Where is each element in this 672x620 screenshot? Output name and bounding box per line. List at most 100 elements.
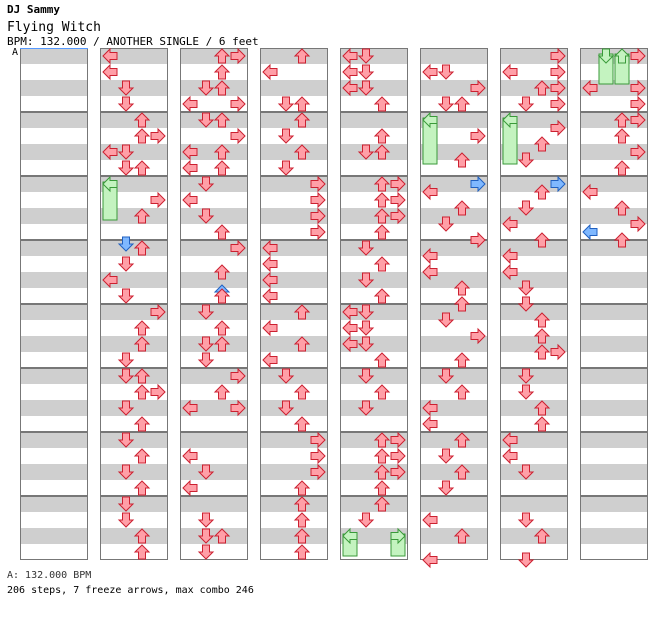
beat-stripe (180, 272, 248, 288)
right-arrow (630, 47, 646, 65)
freeze-left-arrow (422, 111, 438, 129)
up-arrow (293, 480, 311, 496)
left-arrow (102, 47, 118, 65)
beat-stripe (260, 80, 328, 96)
left-arrow (262, 319, 278, 337)
measure-box (180, 48, 248, 112)
up-arrow (293, 96, 311, 112)
freeze-left-arrow (502, 111, 518, 129)
right-arrow (550, 47, 566, 65)
down-arrow (117, 496, 135, 512)
beat-stripe (180, 464, 248, 480)
up-arrow (533, 328, 551, 344)
right-arrow (310, 447, 326, 465)
down-arrow (357, 368, 375, 384)
down-arrow (117, 400, 135, 416)
beat-stripe (260, 368, 328, 384)
measure-box (580, 496, 648, 560)
right-arrow (630, 111, 646, 129)
measure-box (340, 112, 408, 176)
right-arrow (550, 63, 566, 81)
down-arrow (197, 544, 215, 560)
up-arrow (213, 288, 231, 304)
up-arrow (533, 184, 551, 200)
measure-box (260, 112, 328, 176)
beat-stripe (260, 528, 328, 544)
right-arrow (550, 119, 566, 137)
measure-box (340, 240, 408, 304)
beat-stripe (580, 368, 648, 384)
right-arrow (390, 175, 406, 193)
left-arrow (502, 63, 518, 81)
beat-stripe (580, 272, 648, 288)
beat-stripe (20, 144, 88, 160)
beat-stripe (100, 432, 168, 448)
down-arrow (197, 80, 215, 96)
beat-stripe (580, 464, 648, 480)
up-arrow (213, 160, 231, 176)
shock-right-arrow (470, 175, 486, 193)
beat-stripe (260, 400, 328, 416)
measure-box (500, 432, 568, 496)
beat-stripe (100, 112, 168, 128)
measure-box (420, 496, 488, 560)
beat-stripe (20, 304, 88, 320)
freeze-right-arrow (390, 527, 406, 545)
beat-stripe (340, 144, 408, 160)
up-arrow (293, 416, 311, 432)
up-arrow (293, 144, 311, 160)
left-arrow (182, 399, 198, 417)
measure-box (180, 368, 248, 432)
up-arrow (213, 336, 231, 352)
down-arrow (117, 368, 135, 384)
down-arrow (517, 512, 535, 528)
down-arrow (197, 512, 215, 528)
beat-stripe (180, 336, 248, 352)
measure-box (20, 112, 88, 176)
down-arrow (437, 216, 455, 232)
artist-name: DJ Sammy (7, 3, 60, 16)
right-arrow (390, 447, 406, 465)
down-arrow (517, 200, 535, 216)
measure-box (100, 496, 168, 560)
chart-column (340, 48, 408, 560)
right-arrow (310, 207, 326, 225)
up-arrow (133, 112, 151, 128)
beat-stripe (100, 368, 168, 384)
beat-stripe (340, 496, 408, 512)
down-arrow (277, 160, 295, 176)
measure-box (580, 304, 648, 368)
beat-stripe (100, 400, 168, 416)
measure-box (420, 240, 488, 304)
measure-box (20, 496, 88, 560)
beat-stripe (180, 432, 248, 448)
shock-left-arrow (582, 223, 598, 241)
down-arrow (197, 352, 215, 368)
left-arrow (102, 63, 118, 81)
measure-box (580, 48, 648, 112)
shock-down-arrow (117, 236, 135, 252)
beat-stripe (100, 496, 168, 512)
beat-stripe (500, 400, 568, 416)
left-arrow (102, 271, 118, 289)
measure-box (20, 240, 88, 304)
down-arrow (437, 368, 455, 384)
measure-box (340, 48, 408, 112)
beat-stripe (20, 48, 88, 64)
right-arrow (630, 143, 646, 161)
down-arrow (117, 352, 135, 368)
up-arrow (213, 144, 231, 160)
left-arrow (422, 551, 438, 569)
up-arrow (213, 224, 231, 240)
down-arrow (117, 432, 135, 448)
down-arrow (277, 400, 295, 416)
freeze-up-arrow (613, 48, 631, 64)
right-arrow (230, 239, 246, 257)
left-arrow (422, 63, 438, 81)
up-arrow (613, 160, 631, 176)
down-arrow (197, 208, 215, 224)
up-arrow (533, 80, 551, 96)
beat-stripe (500, 304, 568, 320)
measure-box (420, 432, 488, 496)
chart-column (20, 48, 88, 560)
